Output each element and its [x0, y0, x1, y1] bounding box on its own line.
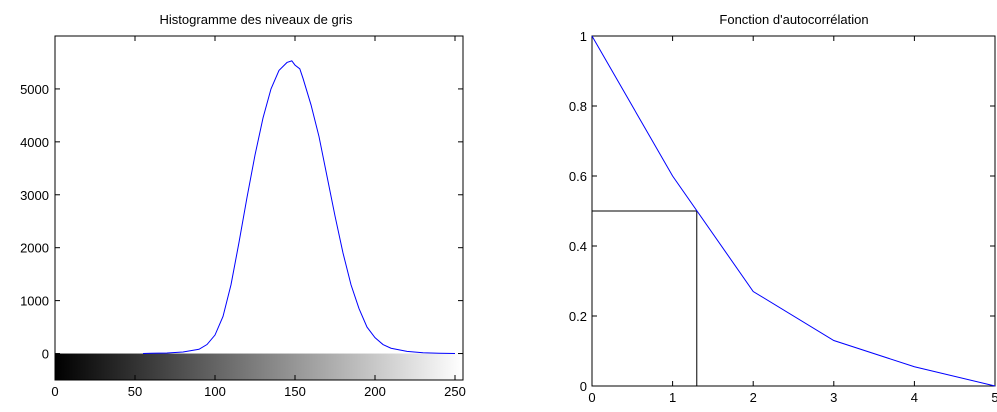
x-tick-label: 0	[588, 390, 595, 405]
y-tick-label: 0	[42, 347, 49, 362]
y-tick-label: 0.4	[569, 239, 587, 254]
autocorrelation-chart: Fonction d'autocorrélation 0 0.2 0.4 0.6 0.8…	[569, 12, 997, 405]
x-tick-label: 150	[284, 384, 306, 399]
x-tick-label: 5	[991, 390, 997, 405]
grayscale-colorbar	[55, 353, 463, 380]
histogram-chart: Histogramme des niveaux de gris 01000200…	[20, 12, 466, 399]
autocorrelation-plot: 0 0.2 0.4 0.6 0.8 1 0 1 2 3 4 5	[569, 29, 997, 405]
x-tick-label: 200	[364, 384, 386, 399]
y-tick-label: 4000	[20, 135, 49, 150]
y-tick-label: 0	[580, 379, 587, 394]
x-tick-label: 50	[128, 384, 142, 399]
autocorrelation-line	[591, 35, 996, 387]
histogram-line	[142, 60, 456, 355]
y-tick-label: 5000	[20, 82, 49, 97]
y-tick-label: 0.8	[569, 99, 587, 114]
y-tick-label: 1	[580, 29, 587, 44]
y-tick-label: 0.6	[569, 169, 587, 184]
x-tick-label: 100	[204, 384, 226, 399]
plot-frame	[54, 35, 464, 381]
histogram-plot: 0 1000 2000 3000 4000 5000 0 50 100 150 200 250	[20, 35, 466, 399]
histogram-title: Histogramme des niveaux de gris	[160, 12, 353, 27]
y-tick-label: 1000	[20, 294, 49, 309]
x-tick-label: 250	[444, 384, 466, 399]
x-tick-label: 1	[669, 390, 676, 405]
y-tick-label: 3000	[20, 188, 49, 203]
y-tick-label: 2000	[20, 241, 49, 256]
x-tick-label: 3	[830, 390, 837, 405]
x-tick-label: 4	[911, 390, 918, 405]
autocorrelation-title: Fonction d'autocorrélation	[719, 12, 868, 27]
x-tick-label: 2	[750, 390, 757, 405]
x-tick-label: 0	[51, 384, 58, 399]
y-tick-label: 0.2	[569, 309, 587, 324]
